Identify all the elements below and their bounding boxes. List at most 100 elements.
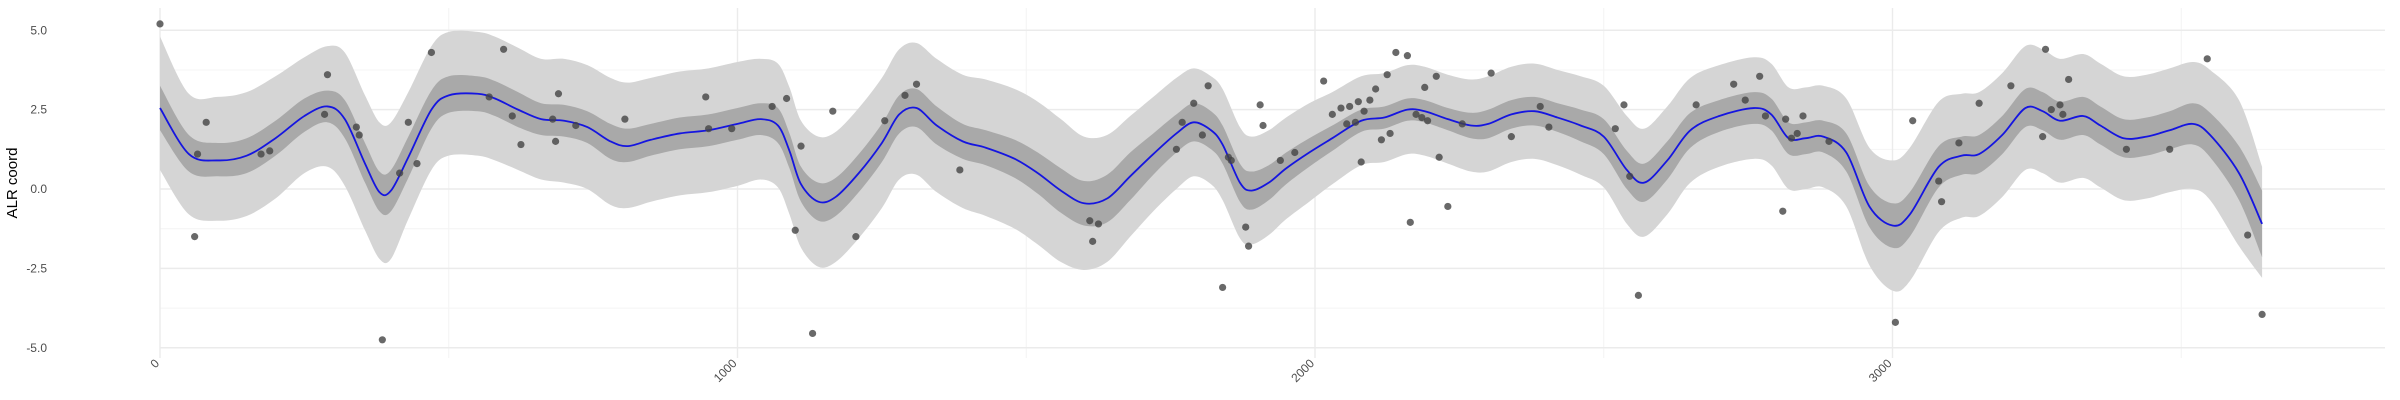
data-point: [2039, 133, 2047, 141]
data-point: [2065, 75, 2073, 84]
data-point: [266, 147, 274, 155]
data-point: [2047, 106, 2055, 114]
x-tick-label: 2000: [1288, 356, 1317, 385]
data-point: [1825, 137, 1833, 145]
data-point: [956, 166, 964, 174]
data-point: [1383, 71, 1391, 79]
data-point: [881, 117, 889, 125]
data-point: [352, 123, 360, 131]
data-point: [1242, 223, 1250, 231]
data-point: [1909, 117, 1917, 125]
data-point: [1406, 218, 1414, 226]
data-point: [404, 118, 412, 126]
data-point: [1730, 80, 1738, 88]
data-point: [1256, 101, 1264, 109]
data-point: [355, 131, 363, 139]
data-point: [1937, 198, 1946, 206]
data-point: [1086, 217, 1094, 225]
data-point: [791, 226, 799, 234]
data-point: [1172, 145, 1180, 153]
data-point: [323, 71, 332, 79]
data-point: [1244, 242, 1253, 250]
data-point: [1507, 133, 1515, 141]
data-point: [1089, 237, 1097, 245]
data-point: [808, 329, 817, 338]
data-point: [2122, 145, 2130, 153]
data-point: [1219, 283, 1227, 292]
data-point: [2166, 145, 2174, 153]
band-layer: [160, 30, 2263, 292]
data-point: [1975, 99, 1983, 107]
x-tick-label: 1000: [711, 356, 740, 385]
data-point: [2203, 55, 2211, 63]
data-point: [852, 233, 860, 241]
data-point: [2056, 101, 2064, 109]
data-point: [1435, 153, 1443, 161]
data-point: [1204, 82, 1212, 90]
data-point: [1424, 117, 1432, 125]
y-tick-label: 0.0: [30, 182, 47, 196]
data-point: [202, 118, 210, 126]
x-tick-label: 0: [147, 356, 162, 371]
data-point: [396, 169, 404, 177]
data-point: [1346, 102, 1354, 111]
data-point: [1421, 83, 1429, 91]
data-point: [1782, 115, 1790, 123]
data-point: [912, 80, 921, 88]
data-point: [193, 150, 202, 158]
y-tick-label: 5.0: [30, 23, 47, 37]
data-point: [1955, 139, 1963, 147]
data-point: [413, 160, 421, 168]
data-point: [378, 336, 386, 344]
data-point: [517, 140, 525, 149]
data-point: [2244, 231, 2252, 239]
data-point: [768, 102, 776, 111]
data-point: [1357, 158, 1365, 166]
data-point: [782, 94, 791, 103]
data-point: [728, 125, 736, 133]
data-point: [2041, 45, 2050, 53]
data-point: [1320, 77, 1328, 85]
data-point: [1343, 120, 1351, 128]
data-point: [551, 137, 560, 145]
data-point: [1799, 112, 1807, 120]
data-point: [1259, 121, 1267, 130]
data-point: [829, 107, 837, 115]
data-point: [1198, 131, 1206, 139]
data-point: [1351, 118, 1360, 126]
data-point: [1620, 101, 1628, 109]
data-point: [1360, 107, 1368, 115]
data-point: [485, 93, 493, 101]
data-point: [1337, 104, 1345, 112]
data-point: [1094, 220, 1103, 228]
data-point: [1891, 318, 1899, 326]
point-layer: [156, 20, 2266, 344]
data-point: [1377, 136, 1386, 144]
data-point: [621, 115, 629, 123]
x-tick-label: 3000: [1866, 356, 1895, 385]
data-point: [427, 48, 436, 57]
data-point: [1692, 101, 1700, 109]
data-point: [257, 150, 265, 158]
data-point: [1756, 72, 1764, 80]
data-point: [1366, 96, 1374, 104]
data-point: [797, 142, 805, 150]
data-point: [1536, 102, 1544, 111]
y-tick-label: 2.5: [30, 103, 47, 117]
data-point: [1545, 123, 1553, 131]
y-tick-label: -5.0: [26, 341, 47, 355]
data-point: [191, 233, 199, 241]
data-point: [1458, 120, 1466, 128]
data-point: [702, 93, 710, 101]
data-point: [1190, 99, 1198, 107]
data-point: [1779, 207, 1787, 215]
data-point: [705, 125, 713, 133]
data-point: [320, 110, 329, 118]
data-point: [1611, 125, 1619, 133]
data-point: [572, 121, 580, 130]
data-point: [1761, 112, 1770, 120]
y-axis-title: ALR coord: [4, 148, 21, 219]
data-point: [2059, 110, 2067, 118]
data-point: [2007, 82, 2015, 90]
